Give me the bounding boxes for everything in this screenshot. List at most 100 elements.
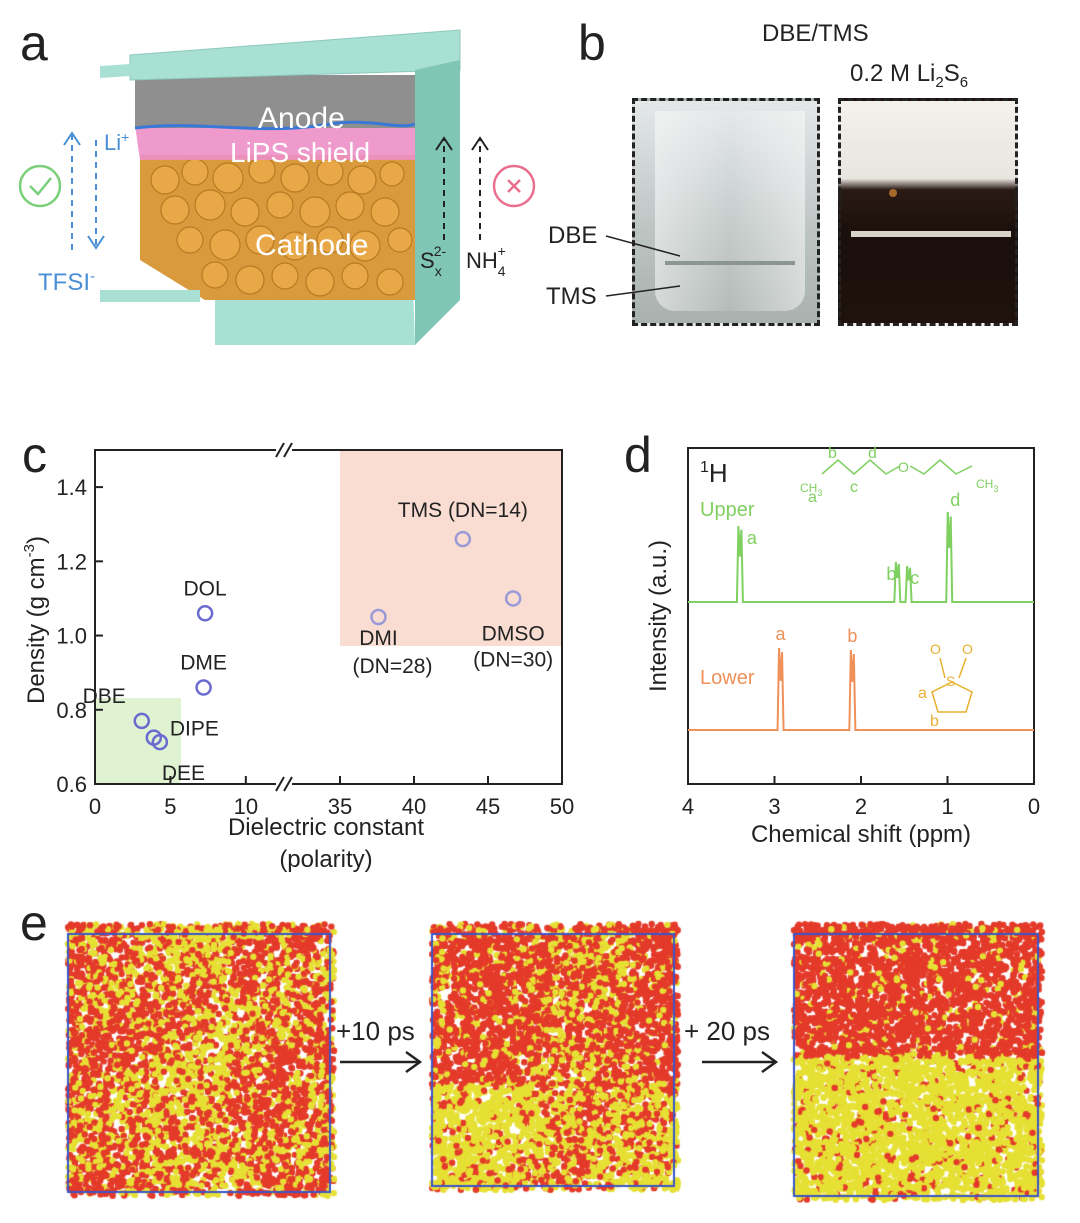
x-axis-ticks: 4 3 2 1 0 <box>682 776 1040 819</box>
sulfolane-structure <box>931 657 973 713</box>
cathode-label: Cathode <box>255 229 368 262</box>
panel-label-e: e <box>20 895 48 951</box>
top-tab <box>100 62 160 78</box>
annotation-dmi-dn: (DN=28) <box>353 655 433 678</box>
tfsi-label: TFSI- <box>38 268 95 296</box>
panel-label-d: d <box>624 427 652 483</box>
x-axis-title-line2: (polarity) <box>279 846 372 873</box>
annotation-dmso-dn: (DN=30) <box>473 648 553 671</box>
x-tick-label: 4 <box>682 794 694 819</box>
upper-peak-label-d: d <box>950 490 960 510</box>
phase-boundary <box>665 261 795 265</box>
data-point-dme <box>195 679 212 696</box>
annotation-dipe: DIPE <box>170 718 219 741</box>
upper-series-label: Upper <box>700 499 755 521</box>
y-tick-label: 1.4 <box>56 475 87 500</box>
svg-text:d: d <box>868 445 877 462</box>
svg-text:b: b <box>828 445 837 462</box>
sulfolane-b-label: b <box>930 713 939 730</box>
annotation-dee: DEE <box>162 762 205 785</box>
dbe-structure-labels: CH3 a b c d O CH3 <box>800 445 998 506</box>
plot-frame <box>94 449 563 785</box>
bottom-tab <box>100 290 200 302</box>
vial-photo-right <box>838 98 1018 326</box>
y-axis-ticks: 0.6 0.8 1.0 1.2 1.4 <box>56 475 103 797</box>
nh4-label: NH4+ <box>466 243 506 279</box>
density-scatter-chart: 0.6 0.8 1.0 1.2 1.4 0 5 10 35 40 45 50 DOL DME DBE DI… <box>21 442 574 873</box>
point-annotations: DOL DME DBE DIPE DEE TMS (DN=14) DMSO DMI (DN=28… <box>83 499 554 785</box>
x-tick-label: 1 <box>941 794 953 819</box>
annotation-dol: DOL <box>184 577 227 600</box>
side-face <box>415 60 460 345</box>
x-axis-title: Chemical shift (ppm) <box>751 821 971 848</box>
top-collector <box>129 29 461 81</box>
x-tick-label: 35 <box>328 794 352 819</box>
panel-label-b: b <box>578 15 606 71</box>
nucleus-label: 1H <box>700 458 728 488</box>
x-tick-label: 10 <box>234 794 258 819</box>
y-tick-label: 0.6 <box>56 772 87 797</box>
oxygen-label-1: O <box>930 641 941 657</box>
sx-label: Sx2- <box>420 243 446 279</box>
upper-peak-label-a: a <box>747 528 758 548</box>
y-axis-title: Density (g cm-3) <box>21 536 50 704</box>
vial-left <box>655 111 805 311</box>
upper-peak-label-b: b <box>886 564 896 584</box>
x-tick-label: 2 <box>855 794 867 819</box>
upper-spectrum-line <box>688 511 1034 603</box>
lower-spectrum-line <box>688 647 1034 731</box>
interface-line <box>134 120 416 131</box>
md-snapshot-10ps <box>420 912 690 1202</box>
label-pointers <box>605 235 681 297</box>
shield-label: LiPS shield <box>230 137 370 168</box>
panel-label-a: a <box>20 15 48 71</box>
li-ion-label: Li+ <box>104 129 129 155</box>
anode-layer <box>135 75 415 128</box>
svg-text:O: O <box>898 459 909 475</box>
svg-text:c: c <box>850 479 858 496</box>
arrow-10ps-label: +10 ps <box>336 1016 415 1047</box>
x-tick-label: 0 <box>1028 794 1040 819</box>
panel-b-title: DBE/TMS <box>762 20 869 47</box>
lower-peak-label-b: b <box>847 626 857 646</box>
lower-peak-label-a: a <box>776 624 787 644</box>
md-snapshot-initial <box>56 912 346 1208</box>
y-axis-title: Intensity (a.u.) <box>645 540 672 692</box>
peak-labels: ab cda b <box>747 490 960 646</box>
panel-label-c: c <box>22 427 47 483</box>
x-axis-title-line1: Dielectric constant <box>228 814 424 841</box>
oxygen-label-2: O <box>962 641 973 657</box>
data-point-dbe <box>133 712 151 730</box>
high-polarity-region <box>340 450 562 646</box>
svg-text:CH3: CH3 <box>800 481 822 498</box>
tms-label: TMS <box>546 283 597 310</box>
x-tick-label: 40 <box>402 794 426 819</box>
y-tick-label: 1.2 <box>56 549 87 574</box>
arrow-20ps-label: + 20 ps <box>684 1016 771 1047</box>
svg-text:CH3: CH3 <box>976 477 998 494</box>
x-tick-label: 45 <box>476 794 500 819</box>
cathode-particles <box>150 156 413 297</box>
annotation-dme: DME <box>180 652 227 675</box>
shield-layer <box>135 125 415 160</box>
annotation-dmi: DMI <box>359 627 398 650</box>
x-tick-label: 50 <box>550 794 574 819</box>
sulfolane-a-label: a <box>918 685 927 702</box>
x-circle-icon <box>492 164 536 208</box>
dbe-label: DBE <box>548 222 598 249</box>
axis-break-bottom <box>275 776 293 792</box>
data-point-dmso <box>504 590 522 607</box>
arrow-20ps <box>702 1050 779 1074</box>
md-snapshot-20ps <box>782 912 1054 1212</box>
check-circle-icon <box>18 164 62 208</box>
annotation-tms: TMS (DN=14) <box>398 499 528 522</box>
upper-peak-label-c: c <box>910 568 919 588</box>
data-point-dmi <box>370 608 387 626</box>
vial-right-meniscus <box>851 231 1011 237</box>
arrow-10ps <box>340 1050 423 1074</box>
axis-break-top <box>275 442 293 458</box>
x-tick-label: 3 <box>768 794 780 819</box>
x-tick-label: 0 <box>89 794 101 819</box>
data-point-dee <box>151 733 169 751</box>
y-tick-label: 1.0 <box>56 624 87 649</box>
